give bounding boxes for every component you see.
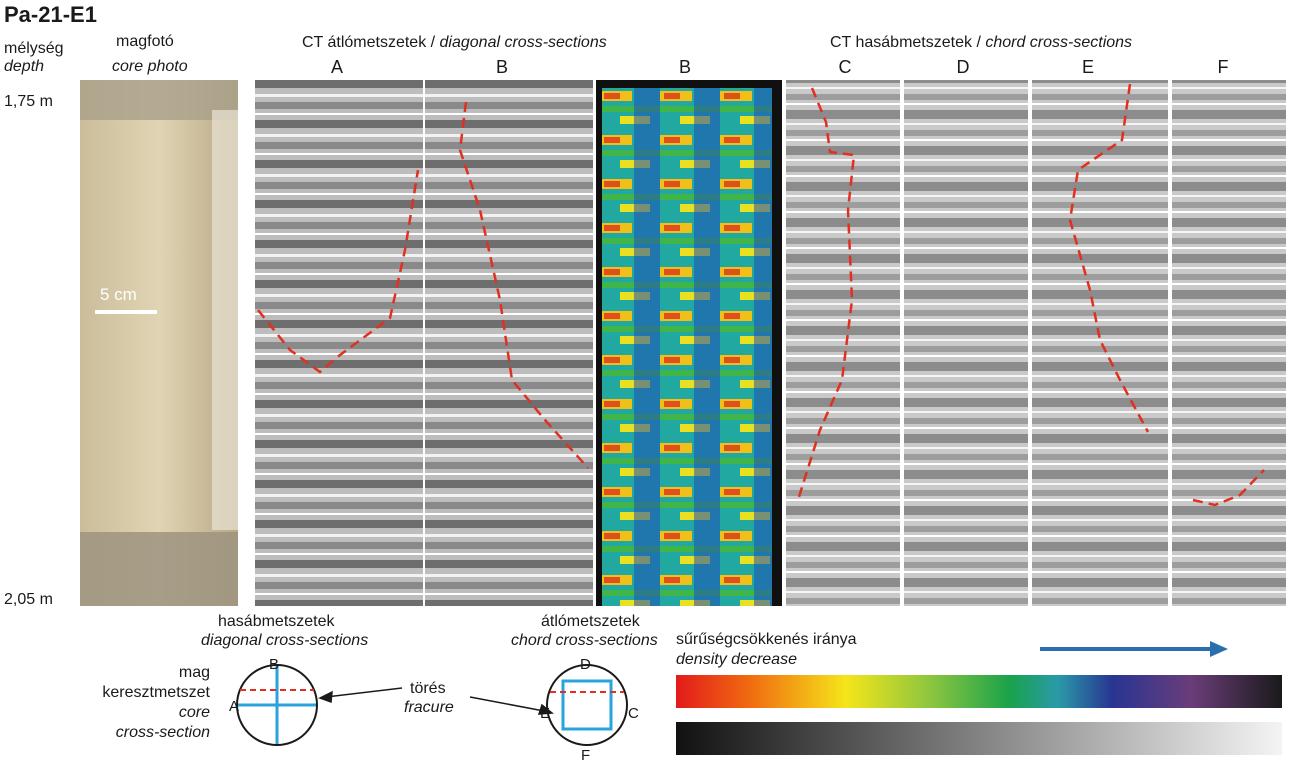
ct-panel-e xyxy=(1032,80,1168,606)
core-cross-label-3: core xyxy=(178,704,210,721)
density-label-en: density decrease xyxy=(676,651,797,668)
depth-bottom-label: 2,05 m xyxy=(4,591,53,608)
panel-letter-a: A xyxy=(330,57,343,77)
core-cross-label-1: mag xyxy=(178,664,210,681)
chord-header-en: chord cross-sections xyxy=(985,34,1133,51)
ct-panel-c xyxy=(786,80,900,606)
ct-panel-f xyxy=(1172,80,1286,606)
atlo-label-en: chord cross-sections xyxy=(511,632,658,649)
circle1-letter-a: A xyxy=(229,698,240,715)
panel-letter-f: F xyxy=(1217,57,1229,77)
density-arrow xyxy=(1040,641,1228,657)
circle2-letter-f: F xyxy=(581,747,591,764)
depth-header-en: depth xyxy=(4,58,45,75)
diagonal-section-diagram xyxy=(236,664,318,746)
panel-letter-e: E xyxy=(1081,57,1094,77)
depth-top-label: 1,75 m xyxy=(4,93,53,110)
fracture-traces xyxy=(257,83,1265,507)
chord-header-hu: CT hasábmetszetek / xyxy=(830,34,986,51)
scale-bar-label: 5 cm xyxy=(100,285,137,304)
diagonal-sections-header: CT átlómetszetek / diagonal cross-sectio… xyxy=(302,33,607,52)
ct-panel-a xyxy=(255,80,423,606)
circle2-letter-c: C xyxy=(628,705,639,722)
density-gray-scale xyxy=(676,722,1282,755)
density-color-scale xyxy=(676,675,1282,708)
circle1-letter-b: B xyxy=(269,656,280,673)
hasab-label-en: diagonal cross-sections xyxy=(201,632,369,649)
circle2-letter-d: D xyxy=(580,656,591,673)
density-label-hu: sűrűségcsökkenés iránya xyxy=(676,631,857,648)
fracture-label-en: fracure xyxy=(404,699,454,716)
depth-header-hu: mélység xyxy=(4,40,64,57)
figure-title: Pa-21-E1 xyxy=(4,2,97,27)
circle2-letter-e: E xyxy=(540,705,551,722)
photo-header-en: core photo xyxy=(112,58,188,75)
fracture-label-hu: törés xyxy=(410,680,446,697)
core-cross-label-4: cross-section xyxy=(115,724,210,741)
photo-header-hu: magfotó xyxy=(116,33,174,50)
diagonal-header-en: diagonal cross-sections xyxy=(439,34,607,51)
atlo-label-hu: átlómetszetek xyxy=(541,613,640,630)
panel-letter-c: C xyxy=(838,57,852,77)
ct-panel-b xyxy=(425,80,593,606)
core-cross-label-2: keresztmetszet xyxy=(102,684,210,701)
chord-sections-header: CT hasábmetszetek / chord cross-sections xyxy=(830,33,1132,52)
panel-letter-b: B xyxy=(495,57,508,77)
diagonal-header-hu: CT átlómetszetek / xyxy=(302,34,440,51)
panel-letter-b-color: B xyxy=(678,57,691,77)
ct-panel-d xyxy=(904,80,1028,606)
fracture-pointer-arrows xyxy=(318,687,554,715)
chord-section-diagram xyxy=(546,664,628,746)
hasab-label-hu: hasábmetszetek xyxy=(218,613,335,630)
panel-letter-d: D xyxy=(956,57,970,77)
core-photo xyxy=(80,80,238,606)
